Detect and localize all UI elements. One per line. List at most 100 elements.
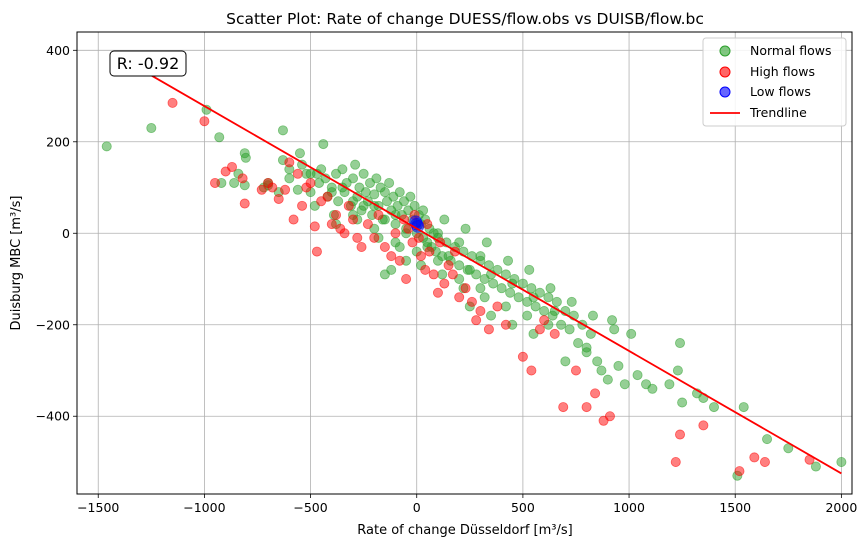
point-normal-flows [360, 187, 371, 198]
point-normal-flows [647, 383, 658, 394]
point-normal-flows [517, 278, 528, 289]
plot-frame [76, 31, 853, 495]
point-high-flows [348, 214, 359, 225]
point-normal-flows [738, 402, 749, 413]
point-normal-flows [464, 264, 475, 275]
point-high-flows [500, 319, 511, 330]
point-normal-flows [496, 283, 507, 294]
point-high-flows [331, 209, 342, 220]
point-normal-flows [566, 296, 577, 307]
y-tick-label: −200 [36, 317, 70, 332]
point-normal-flows [350, 159, 361, 170]
point-normal-flows [505, 287, 516, 298]
point-high-flows [267, 182, 278, 193]
point-high-flows [292, 168, 303, 179]
point-high-flows [379, 241, 390, 252]
point-high-flows [670, 456, 681, 467]
legend-marker-high [719, 66, 731, 78]
point-high-flows [356, 241, 367, 252]
point-high-flows [373, 209, 384, 220]
trendline-layer [150, 74, 842, 475]
point-normal-flows [677, 397, 688, 408]
point-high-flows [443, 260, 454, 271]
point-high-flows [466, 296, 477, 307]
point-normal-flows [500, 301, 511, 312]
point-normal-flows [522, 310, 533, 321]
x-tick-label: −1500 [77, 500, 119, 515]
y-tick-label: 400 [46, 43, 70, 58]
point-high-flows [483, 324, 494, 335]
y-tick-label: 200 [46, 134, 70, 149]
y-axis-ticks: −400 −200 0 200 400 [36, 43, 77, 424]
point-high-flows [517, 351, 528, 362]
point-normal-flows [503, 255, 514, 266]
legend-box [702, 37, 847, 127]
point-normal-flows [358, 168, 369, 179]
point-high-flows [256, 184, 267, 195]
point-normal-flows [475, 251, 486, 262]
point-high-flows [352, 232, 363, 243]
point-normal-flows [418, 205, 429, 216]
point-high-flows [558, 402, 569, 413]
point-high-flows [454, 292, 465, 303]
point-high-flows [439, 278, 450, 289]
point-high-flows [675, 429, 686, 440]
point-high-flows [226, 161, 237, 172]
chart-title: Scatter Plot: Rate of change DUESS/flow.… [226, 10, 704, 28]
point-high-flows [401, 274, 412, 285]
point-high-flows [386, 251, 397, 262]
point-high-flows [167, 97, 178, 108]
point-high-flows [424, 246, 435, 257]
x-tick-label: −500 [293, 500, 327, 515]
point-normal-flows [475, 283, 486, 294]
point-high-flows [273, 193, 284, 204]
point-high-flows [309, 221, 320, 232]
point-high-flows [604, 411, 615, 422]
point-normal-flows [524, 264, 535, 275]
point-high-flows [311, 246, 322, 257]
r-annotation-text: R: -0.92 [117, 54, 180, 73]
point-normal-flows [596, 365, 607, 376]
legend-label-high: High flows [750, 64, 815, 79]
point-high-flows [539, 315, 550, 326]
point-normal-flows [333, 196, 344, 207]
point-high-flows [199, 116, 210, 127]
point-high-flows [413, 232, 424, 243]
point-high-flows [369, 232, 380, 243]
point-normal-flows [581, 347, 592, 358]
point-normal-flows [609, 324, 620, 335]
point-normal-flows [292, 184, 303, 195]
y-axis-label: Duisburg MBC [m³/s] [9, 196, 24, 331]
point-normal-flows [560, 356, 571, 367]
legend-label-normal: Normal flows [750, 43, 831, 58]
point-normal-flows [390, 219, 401, 230]
point-normal-flows [101, 141, 112, 152]
legend: Normal flows High flows Low flows Trendl… [702, 37, 847, 127]
point-normal-flows [439, 214, 450, 225]
point-normal-flows [284, 173, 295, 184]
point-normal-flows [513, 292, 524, 303]
point-high-flows [326, 219, 337, 230]
x-axis-label: Rate of change Düsseldorf [m³/s] [357, 523, 572, 538]
point-high-flows [526, 365, 537, 376]
point-high-flows [322, 191, 333, 202]
point-normal-flows [836, 456, 847, 467]
point-normal-flows [337, 164, 348, 175]
legend-marker-low [719, 86, 731, 98]
point-normal-flows [146, 123, 157, 134]
point-normal-flows [592, 356, 603, 367]
point-normal-flows [454, 260, 465, 271]
point-high-flows [280, 184, 291, 195]
point-high-flows [297, 200, 308, 211]
point-high-flows [394, 255, 405, 266]
point-normal-flows [214, 132, 225, 143]
point-normal-flows [379, 269, 390, 280]
point-high-flows [305, 177, 316, 188]
point-high-flows [420, 264, 431, 275]
legend-label-low: Low flows [750, 84, 811, 99]
point-high-flows [460, 283, 471, 294]
point-normal-flows [460, 223, 471, 234]
point-high-flows [415, 251, 426, 262]
point-normal-flows [810, 461, 821, 472]
point-normal-flows [539, 306, 550, 317]
